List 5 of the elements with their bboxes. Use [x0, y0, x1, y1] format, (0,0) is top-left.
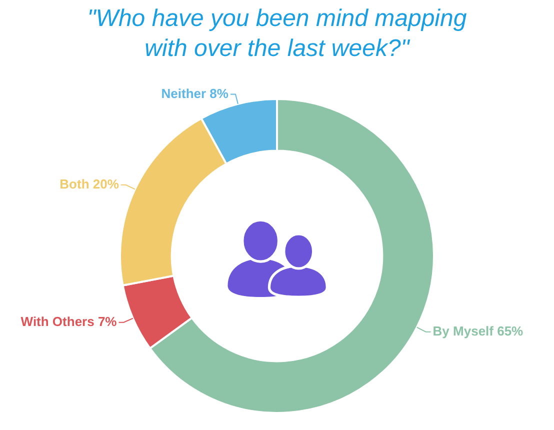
slice-label: With Others 7% [20, 314, 118, 329]
slice-label: Both 20% [60, 176, 120, 192]
slice-label: Neither 8% [161, 86, 229, 101]
slice-label: By Myself 65% [432, 323, 524, 338]
chart-title: "Who have you been mind mapping with over the last week?" [86, 4, 468, 64]
